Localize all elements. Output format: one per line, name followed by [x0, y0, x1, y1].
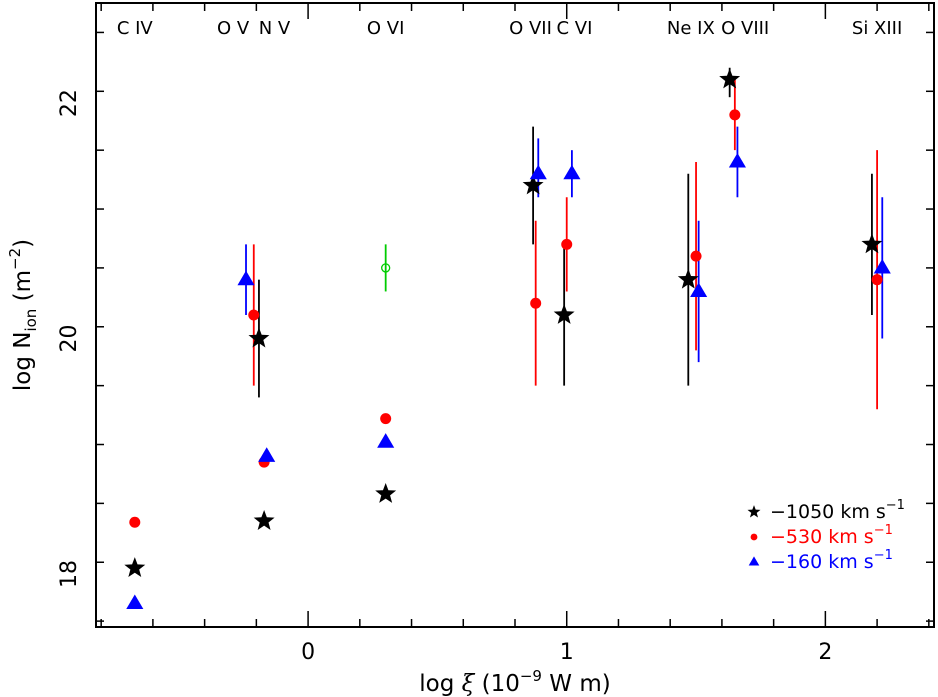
star-marker	[719, 68, 741, 89]
triangle-marker	[690, 282, 708, 298]
x-tick-label: 2	[818, 640, 832, 665]
ion-label: Si XIII	[852, 18, 902, 39]
y-tick-label: 18	[57, 560, 82, 588]
triangle-marker	[377, 433, 395, 448]
star-marker	[861, 233, 883, 254]
circle-marker	[690, 250, 702, 262]
ion-label: C IV	[117, 18, 154, 39]
tick-marks	[96, 3, 934, 627]
legend-entry: −530 km s−1	[770, 523, 893, 548]
circle-marker	[871, 274, 883, 286]
star-marker	[747, 505, 761, 518]
ion-labels: C IV O V N V O VI O VII C VI Ne IX O VIII Si XII…	[117, 18, 902, 39]
star-marker	[522, 174, 544, 195]
triangle-marker	[748, 556, 760, 566]
star-marker	[375, 482, 397, 503]
y-tick-label: 22	[57, 89, 82, 117]
triangle-marker	[873, 258, 891, 274]
x-tick-label: 1	[560, 640, 574, 665]
triangle-marker	[258, 447, 276, 462]
open-circle-marker	[381, 263, 391, 273]
y-axis-title: log Nion (m−2)	[6, 239, 40, 391]
x-axis-title: log ξ (10−9 W m)	[419, 667, 610, 697]
star-marker	[124, 557, 146, 578]
star-marker	[248, 327, 270, 348]
legend-entry: −160 km s−1	[770, 548, 893, 573]
y-tick-label: 20	[57, 325, 82, 353]
circle-marker	[530, 297, 542, 309]
ion-label: O V	[217, 18, 250, 39]
star-marker	[253, 510, 275, 530]
triangle-marker	[728, 152, 746, 168]
ion-label: C VI	[557, 18, 593, 39]
ion-label: O VII	[509, 18, 552, 39]
triangle-marker	[529, 164, 547, 180]
tick-labels: 0 1 2 18 20 22	[57, 89, 832, 665]
ion-label: O VIII	[721, 18, 769, 39]
circle-marker	[380, 413, 392, 425]
circle-marker	[729, 109, 741, 121]
ion-label: O VI	[367, 18, 405, 39]
circle-marker	[129, 516, 141, 528]
legend: −1050 km s−1−530 km s−1−160 km s−1	[747, 498, 905, 573]
star-marker	[677, 268, 699, 289]
circle-marker	[561, 238, 573, 250]
data-markers	[124, 67, 891, 610]
circle-marker	[248, 309, 260, 321]
legend-entry: −1050 km s−1	[770, 498, 905, 523]
circle-marker	[750, 533, 758, 541]
ion-label: N V	[259, 18, 291, 39]
triangle-marker	[237, 270, 255, 286]
triangle-marker	[126, 594, 144, 610]
star-marker	[553, 304, 575, 324]
triangle-marker	[563, 164, 581, 180]
x-tick-label: 0	[301, 640, 315, 665]
ion-label: Ne IX	[667, 18, 715, 39]
